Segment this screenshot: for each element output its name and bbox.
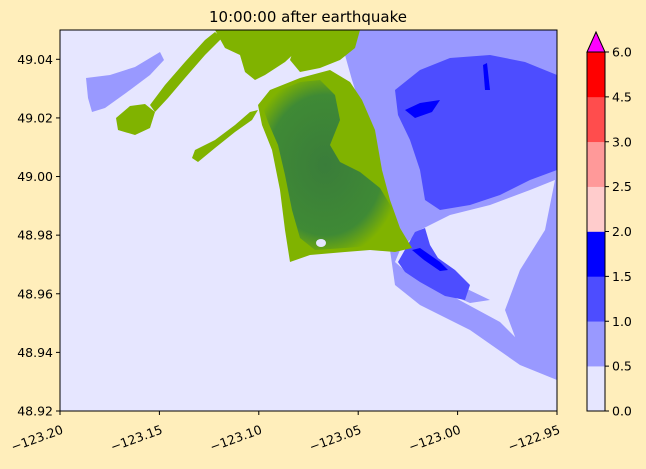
y-tick-label: 48.98 [17,228,53,243]
land-pier [192,110,258,162]
colorbar-bin [587,52,605,98]
y-tick-label: 48.92 [17,404,53,419]
chart-title: 10:00:00 after earthquake [209,8,407,26]
x-tick-label: −122.95 [506,422,562,455]
y-tick-label: 48.96 [17,286,53,301]
y-axis: 48.92 48.94 48.96 48.98 49.00 49.02 49.04 [17,52,60,419]
colorbar-tick-label: 3.0 [612,134,632,149]
land-spit [150,32,222,112]
colorbar-bin [587,96,605,143]
y-tick-label: 49.02 [17,110,53,125]
colorbar: 0.0 0.5 1.0 1.5 2.0 2.5 3.0 4.5 6.0 [586,30,632,419]
land-north [215,30,300,80]
colorbar-tick-label: 2.0 [612,224,632,239]
x-tick-label: −123.10 [208,422,264,455]
colorbar-bin [587,366,605,412]
colorbar-bin [587,321,605,367]
colorbar-tick-label: 4.5 [612,89,632,104]
region-level-1-5 [405,100,440,118]
colorbar-bin [587,231,605,277]
colorbar-tick-label: 2.5 [612,179,632,194]
colorbar-bin [587,276,605,322]
land-interior [262,80,402,250]
region-level-1-0 [395,55,557,210]
colorbar-extend-max [586,30,606,53]
colorbar-bin [587,141,605,187]
region-level-1-5-3 [412,248,448,271]
land-north-2 [290,30,360,72]
x-tick-label: −123.20 [9,422,65,455]
land-west [116,104,155,135]
x-tick-label: −123.15 [108,422,164,455]
region-level-1-5-2 [483,63,490,90]
plot-area [60,30,557,411]
colorbar-tick-label: 1.0 [612,314,632,329]
colorbar-bin [587,186,605,232]
colorbar-tick-label: 1.5 [612,269,632,284]
colorbar-tick-label: 0.0 [612,404,632,419]
region-level-0-5-2 [86,52,164,112]
x-tick-label: −123.05 [307,422,363,455]
y-tick-label: 48.94 [17,345,53,360]
x-axis: −123.20 −123.15 −123.10 −123.05 −123.00 −122.… [9,411,562,454]
x-tick-label: −123.00 [407,422,463,455]
y-tick-label: 49.00 [17,169,53,184]
lake [316,239,326,247]
colorbar-tick-label: 6.0 [612,45,632,60]
y-tick-label: 49.04 [17,52,53,67]
axes-frame [59,29,558,412]
colorbar-tick-label: 0.5 [612,359,632,374]
